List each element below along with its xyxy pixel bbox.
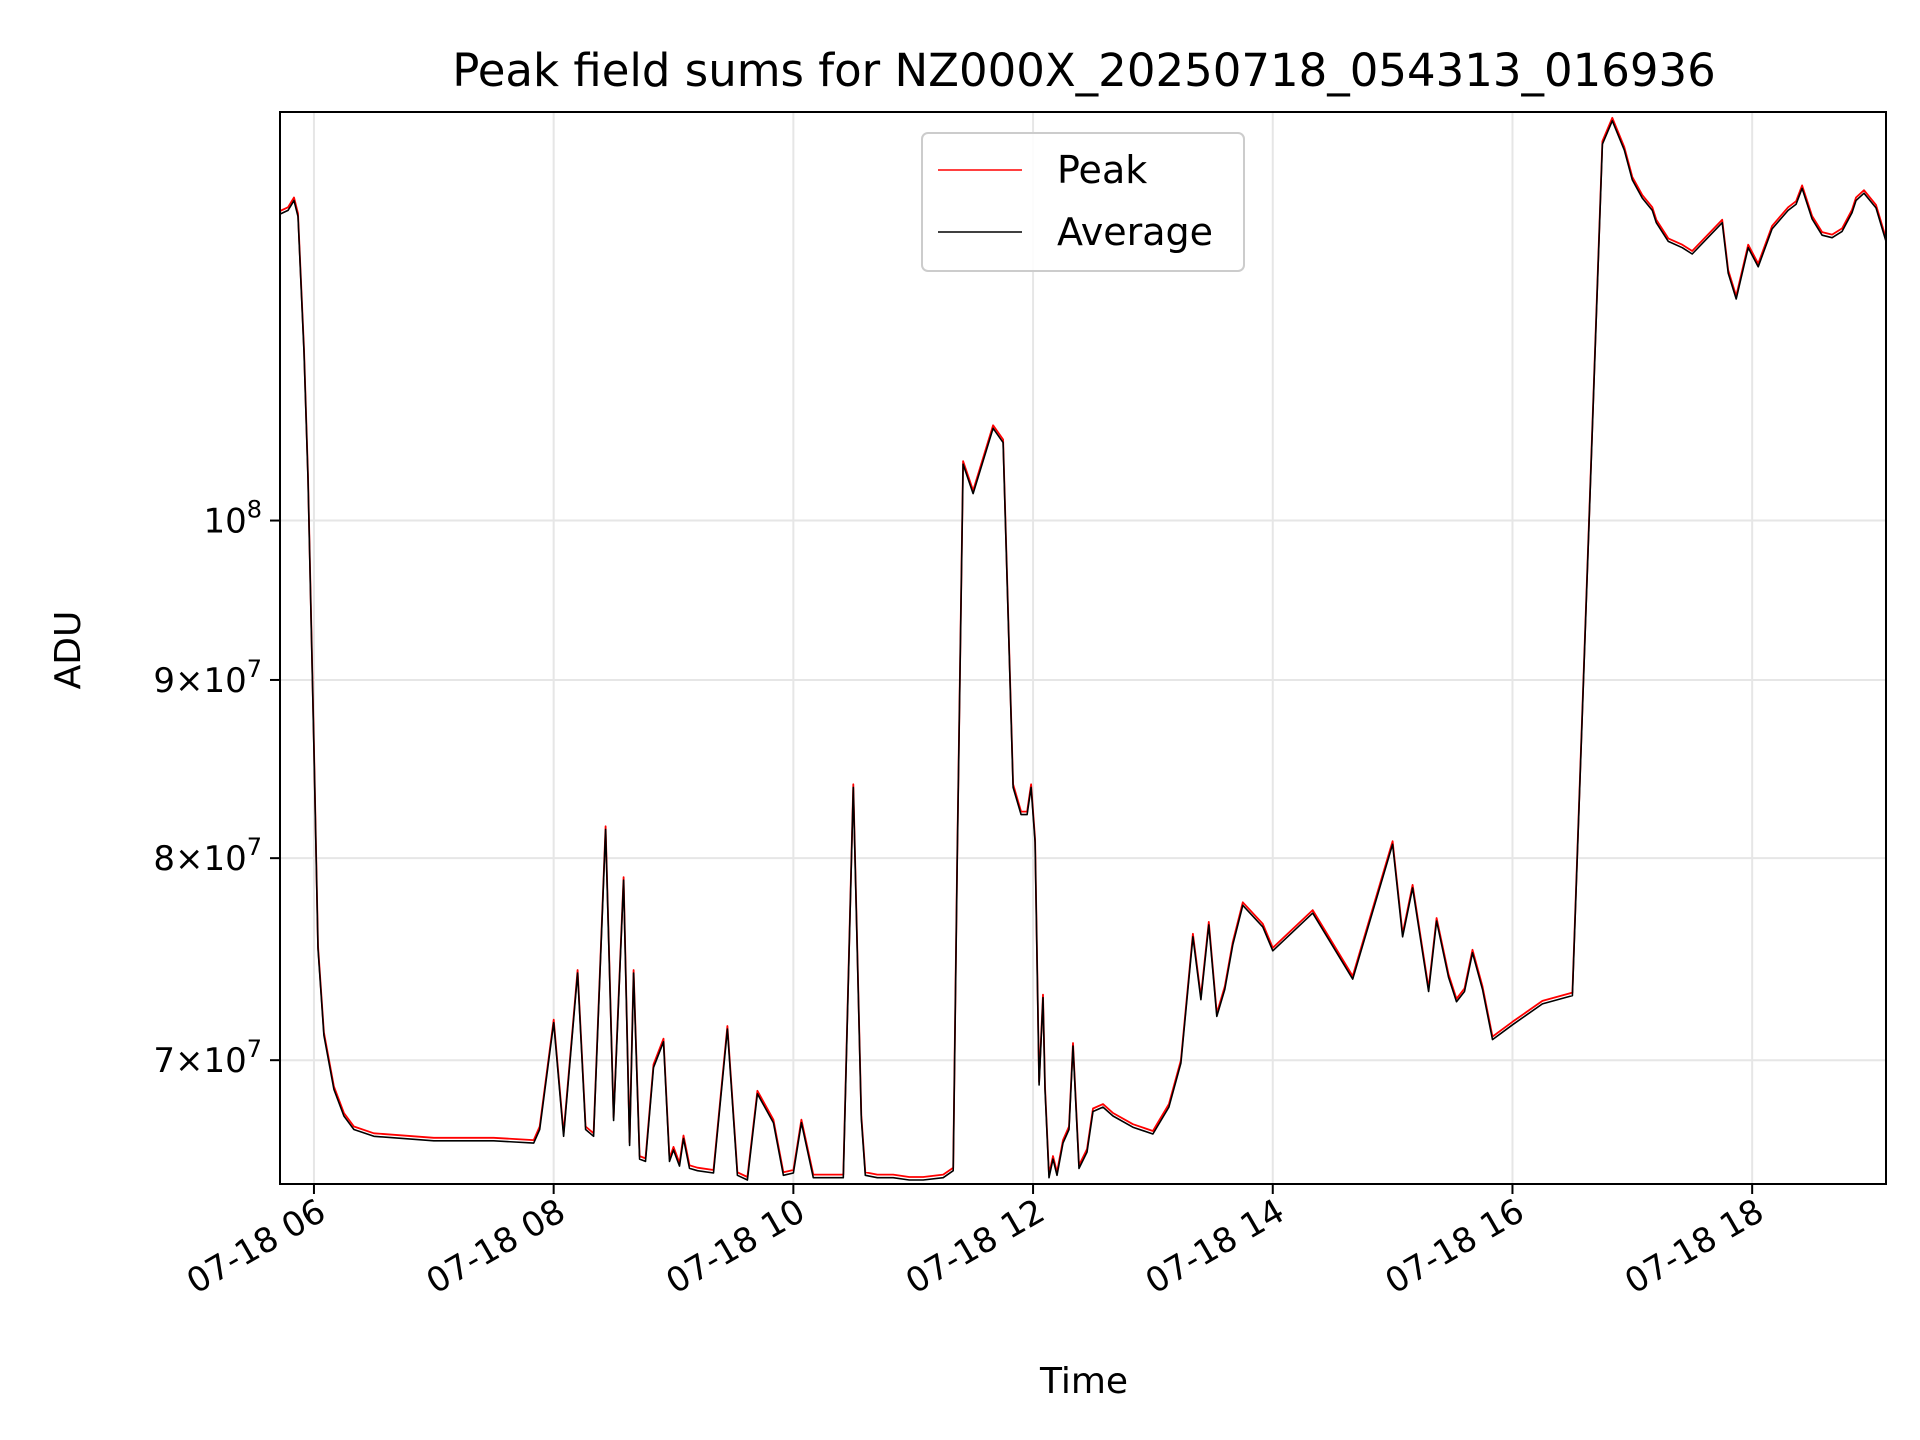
legend-box (921, 132, 1245, 272)
x-axis-label: Time (1039, 1361, 1128, 1402)
y-tick-label: 7×107 (153, 1035, 262, 1081)
y-tick-label: 9×107 (153, 655, 262, 701)
legend-label-peak: Peak (1057, 148, 1147, 192)
y-axis: 108 9×107 8×107 7×107 (153, 496, 280, 1081)
plot-area (279, 116, 1887, 1181)
legend-label-average: Average (1057, 210, 1213, 254)
y-tick-label: 8×107 (153, 833, 262, 879)
y-tick-label: 108 (203, 496, 262, 542)
series-average-line (279, 120, 1887, 1181)
chart-title: Peak field sums for NZ000X_20250718_0543… (452, 44, 1716, 97)
legend: Peak Average (921, 132, 1245, 272)
y-axis-label: ADU (48, 611, 89, 690)
grid (280, 112, 1886, 1184)
axes-frame (279, 111, 1887, 1185)
